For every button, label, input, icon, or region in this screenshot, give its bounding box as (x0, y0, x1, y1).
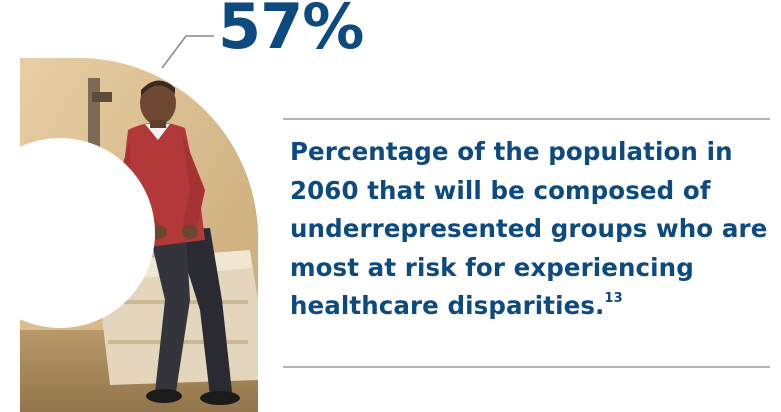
stat-value: 57% (218, 0, 364, 63)
top-divider (283, 118, 770, 120)
description-text: Percentage of the population in 2060 tha… (290, 137, 768, 320)
footnote-marker: 13 (604, 290, 623, 306)
stat-description: Percentage of the population in 2060 tha… (290, 133, 780, 326)
donut-hole (0, 138, 155, 328)
bottom-divider (283, 366, 770, 368)
callout-leader-line (161, 35, 214, 69)
